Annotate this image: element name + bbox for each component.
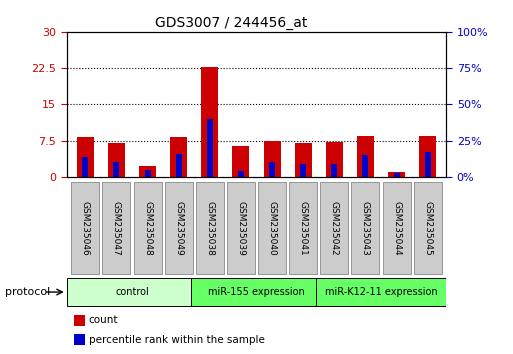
FancyBboxPatch shape [413, 182, 442, 274]
Text: GSM235042: GSM235042 [330, 201, 339, 256]
Text: GSM235041: GSM235041 [299, 201, 308, 256]
Text: GSM235046: GSM235046 [81, 201, 90, 256]
Bar [425, 152, 430, 177]
Text: miR-155 expression: miR-155 expression [208, 287, 305, 297]
Text: GSM235043: GSM235043 [361, 201, 370, 256]
Bar [264, 141, 281, 177]
FancyBboxPatch shape [191, 278, 322, 306]
Bar [238, 171, 244, 177]
Bar [145, 170, 151, 177]
Bar [326, 142, 343, 177]
FancyBboxPatch shape [165, 182, 193, 274]
FancyBboxPatch shape [315, 278, 446, 306]
Bar [357, 136, 374, 177]
FancyBboxPatch shape [67, 278, 198, 306]
Bar [419, 136, 436, 177]
Text: GSM235045: GSM235045 [423, 201, 432, 256]
Bar [331, 164, 337, 177]
Bar [201, 67, 219, 177]
Text: GSM235039: GSM235039 [236, 201, 245, 256]
Text: miR-K12-11 expression: miR-K12-11 expression [325, 287, 437, 297]
FancyBboxPatch shape [196, 182, 224, 274]
Text: GSM235047: GSM235047 [112, 201, 121, 256]
Bar [269, 162, 275, 177]
Bar [108, 143, 125, 177]
FancyBboxPatch shape [133, 182, 162, 274]
Text: GSM235040: GSM235040 [268, 201, 277, 256]
FancyBboxPatch shape [289, 182, 317, 274]
Bar [300, 164, 306, 177]
FancyBboxPatch shape [320, 182, 348, 274]
Text: protocol: protocol [5, 287, 50, 297]
Bar [74, 315, 85, 326]
Text: GSM235038: GSM235038 [205, 201, 214, 256]
Bar [170, 137, 187, 177]
Bar [362, 155, 368, 177]
FancyBboxPatch shape [71, 182, 100, 274]
Text: GSM235044: GSM235044 [392, 201, 401, 256]
Text: GSM235049: GSM235049 [174, 201, 183, 256]
Bar [83, 157, 88, 177]
FancyBboxPatch shape [351, 182, 380, 274]
Bar [139, 166, 156, 177]
Bar [393, 173, 400, 177]
Text: percentile rank within the sample: percentile rank within the sample [89, 335, 265, 344]
Bar [388, 172, 405, 177]
FancyBboxPatch shape [258, 182, 286, 274]
Bar [294, 143, 312, 177]
Bar [74, 334, 85, 345]
Text: GSM235048: GSM235048 [143, 201, 152, 256]
FancyBboxPatch shape [383, 182, 410, 274]
Bar [77, 137, 94, 177]
Bar [207, 119, 213, 177]
Text: GDS3007 / 244456_at: GDS3007 / 244456_at [154, 16, 307, 30]
FancyBboxPatch shape [227, 182, 255, 274]
Bar [176, 154, 182, 177]
Text: control: control [115, 287, 149, 297]
Text: count: count [89, 315, 118, 325]
FancyBboxPatch shape [103, 182, 130, 274]
Bar [232, 145, 249, 177]
Bar [113, 162, 120, 177]
